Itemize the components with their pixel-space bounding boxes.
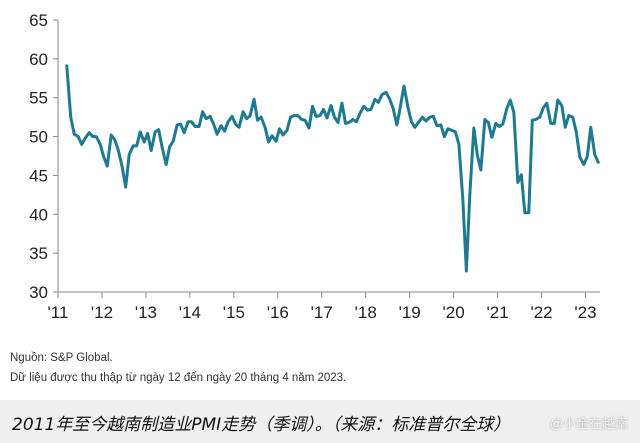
data-note-line: Dữ liệu được thu thập từ ngày 12 đến ngà… xyxy=(10,372,347,384)
x-tick-label: '11 xyxy=(48,303,69,322)
y-tick-label: 60 xyxy=(29,50,48,69)
x-tick-label: '21 xyxy=(487,303,509,322)
x-tick-label: '16 xyxy=(267,303,289,322)
y-tick-label: 40 xyxy=(29,205,48,224)
series-group xyxy=(65,64,600,273)
x-tick-label: '18 xyxy=(355,303,377,322)
x-tick-label: '22 xyxy=(530,303,552,322)
x-tick-label: '20 xyxy=(443,303,465,322)
y-tick-label: 45 xyxy=(29,166,48,185)
x-tick-label: '23 xyxy=(574,303,596,322)
y-tick-label: 65 xyxy=(29,11,48,30)
source-line: Nguồn: S&P Global. xyxy=(10,352,113,364)
x-tick-label: '14 xyxy=(179,303,201,322)
x-tick-label: '13 xyxy=(135,303,157,322)
y-tick-label: 30 xyxy=(29,283,48,302)
x-tick-label: '12 xyxy=(91,303,113,322)
watermark: @小金在越南 xyxy=(549,416,628,431)
x-axis-ticks: '11 '12 '13 '14 '15 '16 '17 '18 '19 '20 '21 '22 '23 xyxy=(48,292,597,322)
caption-bar xyxy=(0,400,640,443)
x-tick-label: '17 xyxy=(311,303,333,322)
y-tick-label: 35 xyxy=(29,244,48,263)
y-tick-label: 50 xyxy=(29,128,48,147)
y-axis-ticks: 30 35 40 45 50 55 60 65 xyxy=(29,11,58,302)
x-tick-label: '19 xyxy=(399,303,421,322)
figure-caption: 2011年至今越南制造业PMI走势（季调）。（来源：标准普尔全球） xyxy=(12,415,511,435)
pmi-series-line xyxy=(65,64,600,273)
y-tick-label: 55 xyxy=(29,89,48,108)
x-tick-label: '15 xyxy=(223,303,245,322)
